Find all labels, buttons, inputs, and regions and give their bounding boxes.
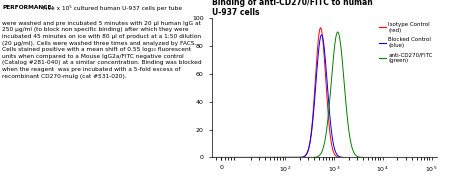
Text: Binding of anti-CD270/FITC to human
U-937 cells: Binding of anti-CD270/FITC to human U-93…: [212, 0, 372, 17]
Text: were washed and pre incubated 5 minutes with 20 μl human IgG at
250 μg/ml (to bl: were washed and pre incubated 5 minutes …: [2, 21, 202, 79]
Text: Five x 10⁵ cultured human U-937 cells per tube: Five x 10⁵ cultured human U-937 cells pe…: [41, 5, 182, 11]
Text: PERFORMANCE:: PERFORMANCE:: [2, 5, 54, 10]
Legend: Isotype Control
(red), Blocked Control
(blue), anti-CD270/FITC
(green): Isotype Control (red), Blocked Control (…: [378, 21, 434, 64]
